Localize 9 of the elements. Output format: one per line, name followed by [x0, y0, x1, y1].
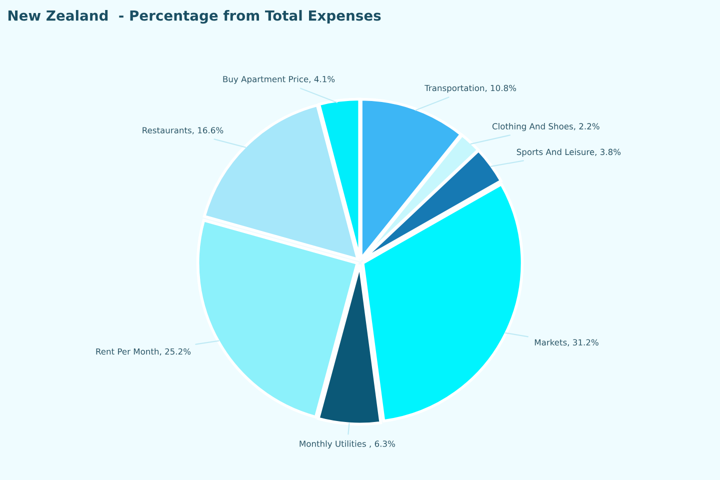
slice-label: Rent Per Month, 25.2%: [96, 348, 191, 356]
slice-label: Transportation, 10.8%: [424, 84, 516, 93]
slice-label: Clothing And Shoes, 2.2%: [492, 123, 600, 132]
slice-label: Sports And Leisure, 3.8%: [516, 148, 621, 157]
slice-label: Monthly Utilities , 6.3%: [300, 440, 395, 448]
slice-label: Buy Apartment Price, 4.1%: [223, 76, 335, 84]
chart-title: New Zealand - Percentage from Total Expenses: [8, 10, 381, 24]
slice-label: Restaurants, 16.6%: [142, 127, 224, 134]
slice-label: Markets, 31.2%: [534, 339, 598, 346]
